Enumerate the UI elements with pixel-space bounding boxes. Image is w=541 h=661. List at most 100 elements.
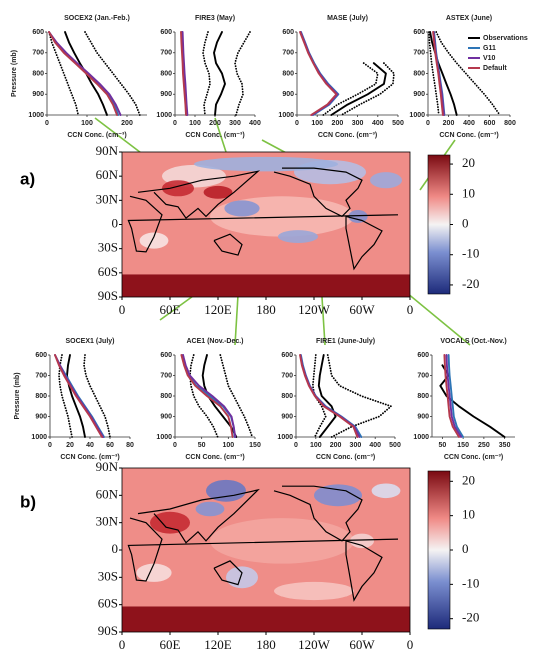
y-tick-label: 700 [35, 372, 47, 379]
profile-line [48, 31, 80, 116]
profile-line [182, 354, 237, 438]
y-tick-label: 90N [96, 459, 119, 474]
field-blob [206, 479, 246, 502]
x-tick-label: 0 [407, 637, 414, 652]
profile-line [326, 354, 392, 438]
y-tick-label: 800 [417, 393, 429, 400]
x-tick-label: 350 [499, 442, 511, 449]
profile-line [322, 62, 379, 116]
y-tick-label: 0 [112, 541, 119, 556]
x-tick-label: 100 [222, 442, 234, 449]
y-tick-label: 900 [160, 91, 172, 98]
y-tick-label: 600 [35, 352, 47, 359]
panel-title: SOCEX1 (July) [65, 338, 114, 345]
x-tick-label: 0 [294, 442, 298, 449]
x-axis-label: CCN Conc. (cm⁻³) [316, 454, 375, 461]
x-tick-label: 0 [173, 120, 177, 127]
x-tick-label: 0 [119, 302, 126, 317]
profile-line [443, 354, 460, 438]
panel-title: ACE1 (Nov.-Dec.) [186, 338, 243, 345]
y-tick-label: 700 [281, 372, 293, 379]
antarctic-band [122, 606, 410, 632]
x-tick-label: 250 [478, 442, 490, 449]
y-tick-label: 800 [160, 393, 172, 400]
colorbar-tick-label: -10 [462, 575, 479, 590]
x-tick-label: 0 [45, 120, 49, 127]
field-blob [203, 185, 233, 199]
profile-line [317, 354, 337, 438]
x-tick-label: 120W [298, 637, 331, 652]
x-tick-label: 300 [352, 120, 364, 127]
x-axis-label: CCN Conc. (cm⁻³) [444, 454, 503, 461]
field-blob [210, 518, 354, 564]
map-field [122, 152, 410, 297]
x-tick-label: 500 [392, 120, 404, 127]
y-tick-label: 700 [282, 50, 294, 57]
y-tick-label: 600 [282, 29, 294, 36]
profile-line [428, 31, 440, 116]
y-tick-label: 60S [98, 264, 118, 279]
profile-line [330, 62, 387, 116]
x-tick-label: 120E [204, 637, 232, 652]
y-tick-label: 800 [413, 70, 425, 77]
field-blob [370, 172, 402, 189]
x-axis-label: CCN Conc. (cm⁻³) [185, 454, 244, 461]
legend-label: Observations [483, 35, 528, 42]
coastline [137, 170, 261, 219]
field-blob [314, 484, 362, 507]
profile-line [299, 31, 338, 116]
x-tick-label: 0 [48, 442, 52, 449]
x-axis-label: CCN Conc. (cm⁻³) [60, 454, 119, 461]
y-tick-label: 700 [160, 372, 172, 379]
profile-line [435, 31, 501, 116]
y-tick-label: 90S [98, 623, 118, 638]
y-tick-label: 600 [413, 29, 425, 36]
y-tick-label: 60N [96, 486, 119, 501]
y-axis-label: Pressure (mb) [11, 50, 18, 97]
x-tick-label: 100 [311, 120, 323, 127]
panel-title: MASE (July) [327, 15, 368, 22]
field-blob [350, 533, 374, 549]
y-tick-label: 900 [35, 413, 47, 420]
field-blob [371, 483, 401, 499]
profile-line [234, 31, 251, 116]
panel-title: FIRE1 (June-July) [316, 338, 375, 345]
x-tick-label: 60W [349, 302, 375, 317]
x-tick-label: 120W [298, 302, 331, 317]
x-tick-label: 50 [438, 442, 446, 449]
y-tick-label: 30N [96, 514, 119, 529]
y-tick-label: 900 [282, 91, 294, 98]
y-tick-label: 1000 [156, 112, 172, 119]
coastline [345, 540, 383, 602]
panel-title: FIRE3 (May) [195, 15, 235, 22]
profile-line [432, 31, 444, 116]
y-tick-label: 900 [160, 413, 172, 420]
y-tick-label: 1000 [28, 112, 44, 119]
legend-label: Default [483, 65, 507, 72]
x-tick-label: 120E [204, 302, 232, 317]
y-tick-label: 800 [282, 70, 294, 77]
y-tick-label: 1000 [31, 434, 47, 441]
y-tick-label: 900 [417, 413, 429, 420]
profile-line [445, 354, 463, 438]
colorbar-tick-label: 10 [462, 507, 475, 522]
field-blob [194, 156, 338, 172]
y-tick-label: 1000 [278, 112, 294, 119]
x-tick-label: 200 [209, 120, 221, 127]
colorbar [427, 470, 451, 630]
x-axis-label: CCN Conc. (cm⁻³) [439, 132, 498, 139]
legend-label: V10 [483, 55, 496, 62]
coastline [127, 195, 399, 253]
x-tick-label: 150 [457, 442, 469, 449]
profile-line [429, 31, 458, 116]
x-tick-label: 150 [249, 442, 261, 449]
y-tick-label: 60N [96, 167, 119, 182]
profile-line [84, 31, 141, 116]
x-tick-label: 100 [310, 442, 322, 449]
y-tick-label: 60S [98, 596, 118, 611]
y-axis-label: Pressure (mb) [14, 372, 21, 419]
colorbar-tick-label: 20 [462, 472, 475, 487]
y-tick-label: 1000 [409, 112, 425, 119]
y-tick-label: 30N [96, 191, 119, 206]
